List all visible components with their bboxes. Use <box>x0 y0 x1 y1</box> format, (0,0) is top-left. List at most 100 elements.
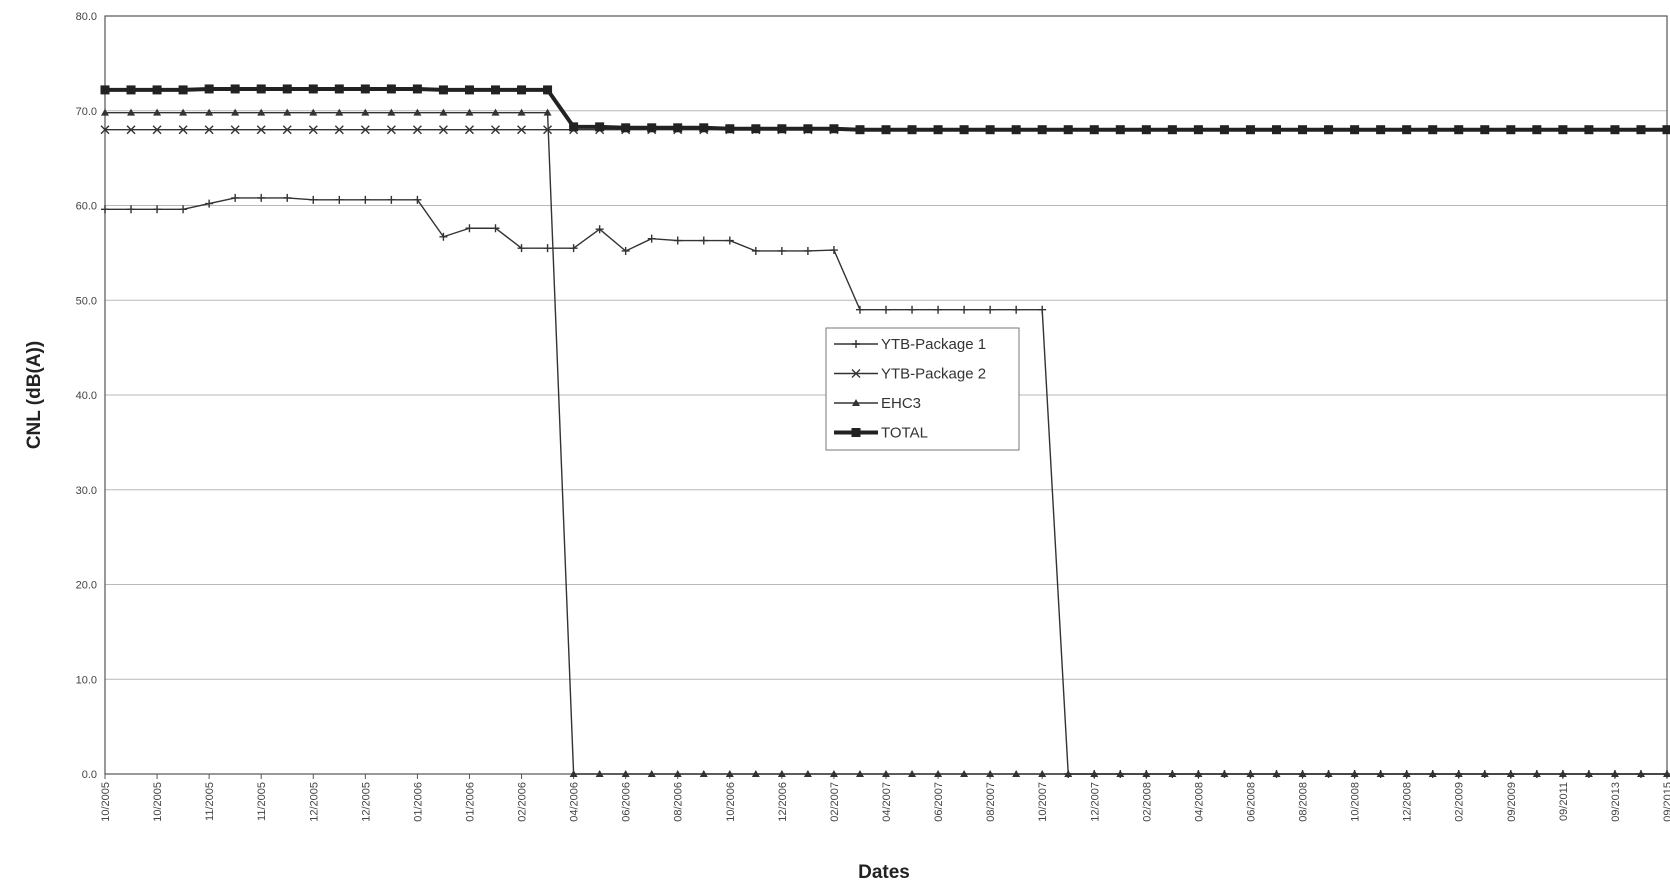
data-point-total <box>621 123 631 133</box>
data-point-ytb-package-1 <box>179 205 188 214</box>
data-point-total <box>1115 125 1125 135</box>
data-point-ehc3 <box>1246 770 1255 777</box>
data-point-total <box>1245 125 1255 135</box>
data-point-ehc3 <box>1454 770 1463 777</box>
data-point-total <box>1324 125 1334 135</box>
data-point-ehc3 <box>1663 770 1670 777</box>
x-tick-label: 09/2013 <box>1610 782 1622 822</box>
data-point-ytb-package-2 <box>126 125 136 135</box>
data-point-ytb-package-2 <box>386 125 396 135</box>
legend-item-ehc3: EHC3 <box>834 395 921 412</box>
data-point-ehc3 <box>855 770 864 777</box>
data-point-total <box>725 124 735 134</box>
data-point-ehc3 <box>803 770 812 777</box>
x-tick-label: 12/2005 <box>360 782 372 822</box>
x-tick-label: 02/2008 <box>1141 782 1153 822</box>
data-point-ehc3 <box>1038 770 1047 777</box>
data-point-ehc3 <box>153 108 162 116</box>
data-point-total <box>881 125 891 135</box>
data-point-ytb-package-1 <box>439 232 448 241</box>
data-point-ytb-package-1 <box>1012 305 1021 314</box>
data-point-total <box>1011 125 1021 135</box>
x-tick-label: 12/2008 <box>1402 782 1414 822</box>
data-point-total <box>204 84 214 94</box>
series-line-ytb-package-1 <box>105 197 1667 775</box>
data-point-ytb-package-1 <box>934 305 943 314</box>
data-point-ehc3 <box>127 108 136 116</box>
legend-item-ytb-package-2: YTB-Package 2 <box>834 366 986 383</box>
series-ytb-package-1 <box>101 193 1670 778</box>
data-point-ytb-package-1 <box>465 224 474 233</box>
data-point-total <box>1376 125 1386 135</box>
data-point-ehc3 <box>1064 770 1073 777</box>
data-point-ehc3 <box>595 770 604 777</box>
x-tick-label: 02/2009 <box>1454 782 1466 822</box>
data-point-ytb-package-1 <box>647 234 656 243</box>
x-tick-label: 09/2009 <box>1506 782 1518 822</box>
data-point-ehc3 <box>1194 770 1203 777</box>
legend-marker <box>851 428 861 437</box>
legend: YTB-Package 1 YTB-Package 2 EHC3 TOTAL <box>825 327 1020 451</box>
y-tick-label: 10.0 <box>76 674 97 686</box>
data-point-total <box>1402 125 1412 135</box>
data-point-ehc3 <box>1298 770 1307 777</box>
legend-marker <box>851 369 861 378</box>
data-point-ytb-package-1 <box>882 305 890 314</box>
data-point-total <box>1428 125 1438 135</box>
data-point-total <box>907 125 917 135</box>
data-point-total <box>256 84 266 94</box>
series-total <box>100 84 1670 135</box>
data-point-ytb-package-1 <box>491 224 500 233</box>
data-point-total <box>569 122 579 132</box>
x-tick-label: 06/2006 <box>621 782 633 822</box>
data-point-total <box>308 84 318 94</box>
x-tick-label: 11/2005 <box>204 782 216 821</box>
data-point-ehc3 <box>283 108 292 116</box>
y-tick-label: 0.0 <box>82 769 97 781</box>
data-point-ytb-package-1 <box>283 193 292 202</box>
data-point-ehc3 <box>960 770 969 777</box>
data-point-ehc3 <box>1142 770 1151 777</box>
data-point-ehc3 <box>673 770 682 777</box>
data-point-total <box>673 123 683 133</box>
data-point-ehc3 <box>1116 770 1125 777</box>
y-axis-title: CNL (dB(A)) <box>24 341 45 449</box>
data-point-ytb-package-1 <box>569 244 578 253</box>
data-point-total <box>1506 125 1516 135</box>
legend-marker <box>852 340 860 348</box>
x-tick-label: 08/2006 <box>673 782 685 822</box>
data-point-total <box>803 124 813 134</box>
x-tick-label: 08/2007 <box>985 782 997 822</box>
data-point-total <box>1558 125 1568 135</box>
x-tick-label: 01/2006 <box>464 782 476 822</box>
data-point-total <box>1298 125 1308 135</box>
data-point-ytb-package-1 <box>829 246 838 255</box>
data-point-total <box>334 84 344 94</box>
data-point-ytb-package-1 <box>101 205 109 214</box>
data-point-ehc3 <box>621 770 630 777</box>
data-point-total <box>1193 125 1203 135</box>
data-point-ytb-package-1 <box>699 236 708 245</box>
data-point-total <box>777 124 787 134</box>
y-tick-label: 80.0 <box>76 11 97 23</box>
x-tick-label: 02/2007 <box>829 782 841 822</box>
y-tick-label: 20.0 <box>76 580 97 592</box>
data-point-ehc3 <box>439 108 448 116</box>
data-point-ytb-package-1 <box>855 305 864 314</box>
y-tick-label: 70.0 <box>76 106 97 118</box>
data-point-total <box>1662 125 1670 135</box>
y-axis-ticks: 0.0 10.0 20.0 30.0 40.0 50.0 60.0 70.0 80.0 <box>76 11 97 781</box>
data-point-ehc3 <box>1402 770 1411 777</box>
data-point-total <box>1636 125 1646 135</box>
data-point-ytb-package-1 <box>908 305 917 314</box>
data-point-ytb-package-1 <box>387 195 396 204</box>
data-point-ytb-package-2 <box>438 125 448 135</box>
data-point-ehc3 <box>1350 770 1359 777</box>
data-point-total <box>933 125 943 135</box>
legend-item-ytb-package-1: YTB-Package 1 <box>834 336 986 353</box>
data-point-total <box>1037 125 1047 135</box>
data-point-ehc3 <box>1532 770 1541 777</box>
y-tick-label: 60.0 <box>76 201 97 213</box>
data-point-ehc3 <box>1324 770 1333 777</box>
